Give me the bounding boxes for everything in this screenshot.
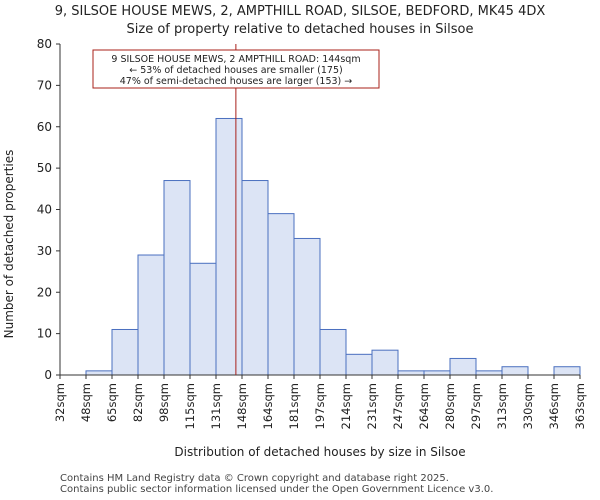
bar-131sqm <box>215 117 243 376</box>
y-tick-label: 40 <box>37 203 52 217</box>
annotation-border <box>92 49 380 89</box>
x-tick-label: 98sqm <box>157 383 171 422</box>
histogram-chart: 0 10 20 30 40 50 60 70 80 32sqm 48sqm 65sqm 82sqm 98… <box>2 37 587 459</box>
x-tick-label: 247sqm <box>391 383 405 429</box>
bar-280sqm <box>449 357 477 376</box>
x-tick-label: 148sqm <box>235 383 249 429</box>
x-tick-label: 363sqm <box>573 383 587 429</box>
x-tick-label: 197sqm <box>313 383 327 429</box>
x-tick-label: 131sqm <box>209 383 223 429</box>
x-tick-label: 231sqm <box>365 383 379 429</box>
bar-48sqm <box>85 370 113 376</box>
x-tick-label: 82sqm <box>131 383 145 422</box>
x-tick-label: 115sqm <box>183 383 197 429</box>
y-tick-label: 60 <box>37 120 52 134</box>
bar-98sqm <box>163 180 191 376</box>
y-tick-label: 30 <box>37 244 52 258</box>
x-tick-label: 181sqm <box>287 383 301 429</box>
bar-297sqm <box>475 370 503 376</box>
annotation-line-1: 9 SILSOE HOUSE MEWS, 2 AMPTHILL ROAD: 14… <box>111 54 360 65</box>
x-tick-label: 346sqm <box>547 383 561 429</box>
bar-181sqm <box>293 237 321 376</box>
footer-licence: Contains public sector information licen… <box>60 484 494 495</box>
annotation-box: 9 SILSOE HOUSE MEWS, 2 AMPTHILL ROAD: 14… <box>92 49 380 89</box>
x-tick-label: 214sqm <box>339 383 353 429</box>
bar-264sqm <box>423 370 451 376</box>
x-tick-label: 164sqm <box>261 383 275 429</box>
bar-82sqm <box>137 254 165 376</box>
x-axis: 32sqm 48sqm 65sqm 82sqm 98sqm 115sqm 131sqm 148… <box>53 374 587 429</box>
chart-subtitle: Size of property relative to detached ho… <box>126 22 474 37</box>
bar-197sqm <box>319 328 347 376</box>
x-tick-label: 32sqm <box>53 383 67 422</box>
y-axis-label: Number of detached properties <box>2 150 16 339</box>
bar-115sqm <box>189 262 217 376</box>
y-tick-label: 10 <box>37 327 52 341</box>
x-tick-label: 264sqm <box>417 383 431 429</box>
x-tick-label: 48sqm <box>79 383 93 422</box>
bar-313sqm <box>501 366 529 376</box>
bar-346sqm <box>553 366 581 376</box>
bar-247sqm <box>397 370 425 376</box>
bar-148sqm <box>241 180 269 376</box>
annotation-line-3: 47% of semi-detached houses are larger (… <box>120 76 353 87</box>
bar-65sqm <box>111 328 139 376</box>
y-tick-label: 0 <box>44 368 52 382</box>
y-tick-label: 50 <box>37 161 52 175</box>
bar-214sqm <box>345 353 373 376</box>
x-tick-label: 313sqm <box>495 383 509 429</box>
y-tick-label: 80 <box>37 37 52 51</box>
bar-231sqm <box>371 349 399 376</box>
y-tick-label: 70 <box>37 78 52 92</box>
chart-title: 9, SILSOE HOUSE MEWS, 2, AMPTHILL ROAD, … <box>54 4 546 19</box>
footer-copyright: Contains HM Land Registry data © Crown c… <box>60 473 449 484</box>
x-tick-label: 297sqm <box>469 383 483 429</box>
y-axis: 0 10 20 30 40 50 60 70 80 <box>37 37 61 382</box>
y-tick-label: 20 <box>37 285 52 299</box>
x-tick-label: 330sqm <box>521 383 535 429</box>
annotation-line-2: ← 53% of detached houses are smaller (17… <box>129 65 342 76</box>
x-axis-label: Distribution of detached houses by size … <box>174 445 465 459</box>
x-tick-label: 280sqm <box>443 383 457 429</box>
bar-164sqm <box>267 213 295 376</box>
bars-group <box>85 117 581 376</box>
x-tick-label: 65sqm <box>105 383 119 422</box>
